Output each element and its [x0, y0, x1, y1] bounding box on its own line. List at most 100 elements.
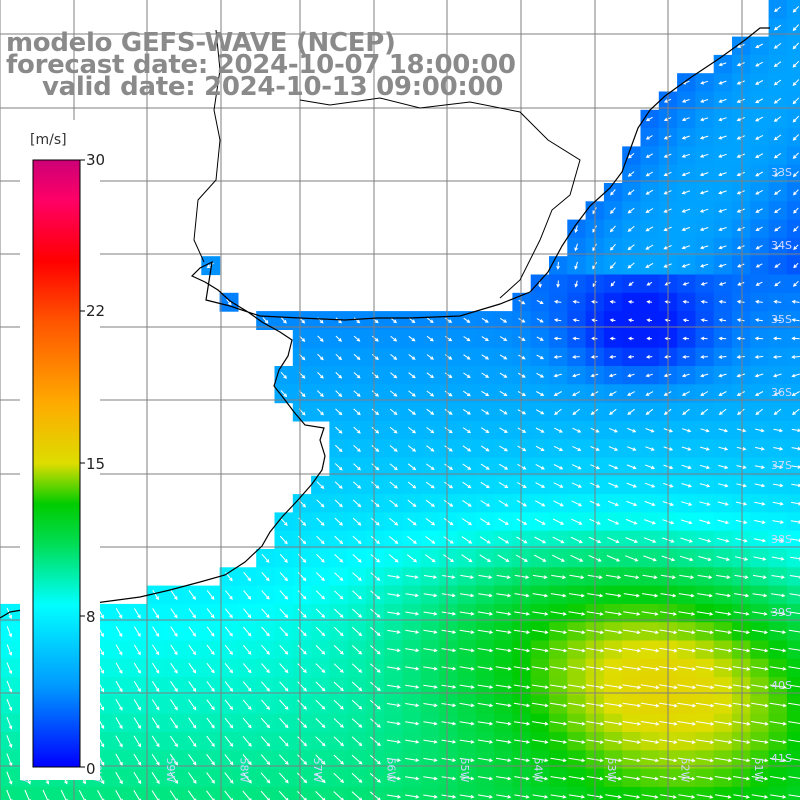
- wind-arrow: [718, 117, 727, 122]
- wind-arrow: [6, 771, 13, 785]
- wind-arrow: [243, 626, 252, 637]
- wind-arrow: [627, 336, 634, 341]
- wind-arrow: [718, 464, 729, 470]
- wind-arrow: [642, 593, 659, 598]
- wind-arrow: [788, 629, 800, 633]
- wind-arrow: [481, 409, 490, 415]
- wind-arrow: [517, 372, 526, 378]
- wind-arrow: [243, 608, 252, 619]
- wind-arrow: [681, 263, 691, 268]
- lon-label: 53W: [605, 758, 618, 783]
- wind-arrow: [718, 318, 727, 323]
- wind-arrow: [532, 776, 549, 781]
- wind-arrow: [42, 789, 50, 800]
- wind-arrow: [715, 611, 732, 616]
- wind-arrow: [495, 629, 512, 634]
- wind-cell: [786, 713, 800, 733]
- wind-arrow: [696, 629, 714, 635]
- wind-arrow: [445, 317, 453, 323]
- wind-arrow: [498, 463, 509, 470]
- wind-arrow: [423, 739, 438, 744]
- wind-arrow: [736, 116, 745, 122]
- wind-arrow: [604, 702, 623, 708]
- wind-arrow: [625, 555, 639, 562]
- wind-cell: [128, 786, 147, 800]
- wind-arrow: [773, 391, 782, 396]
- wind-arrow: [640, 647, 660, 653]
- wind-arrow: [572, 408, 581, 416]
- wind-arrow: [408, 390, 416, 397]
- wind-arrow: [169, 753, 178, 766]
- wind-arrow: [773, 79, 782, 86]
- wind-arrow: [187, 772, 197, 784]
- wind-cell: [73, 786, 93, 800]
- wind-arrow: [791, 336, 800, 341]
- wind-arrow: [736, 43, 745, 48]
- wind-arrow: [769, 666, 787, 671]
- wind-arrow: [569, 574, 585, 580]
- wind-arrow: [261, 626, 270, 637]
- wind-arrow: [369, 773, 382, 783]
- wind-arrow: [681, 208, 691, 213]
- wind-arrow: [370, 554, 381, 563]
- wind-cell: [292, 786, 312, 800]
- wind-arrow: [774, 281, 781, 287]
- wind-arrow: [513, 702, 531, 708]
- wind-arrow: [370, 626, 381, 637]
- wind-arrow: [556, 280, 560, 288]
- wind-arrow: [773, 318, 782, 322]
- wind-arrow: [133, 699, 141, 711]
- wind-arrow: [516, 482, 527, 488]
- wind-arrow: [405, 721, 420, 726]
- wind-arrow: [389, 463, 398, 471]
- wind-arrow: [335, 426, 343, 434]
- wind-arrow: [604, 721, 623, 726]
- wind-arrow: [496, 794, 512, 799]
- wind-arrow: [152, 608, 160, 619]
- wind-arrow: [407, 445, 417, 452]
- wind-arrow: [333, 681, 344, 692]
- wind-arrow: [334, 499, 343, 508]
- wind-arrow: [352, 535, 362, 545]
- wind-arrow: [736, 226, 745, 231]
- wind-arrow: [280, 390, 288, 398]
- wind-arrow: [371, 445, 380, 453]
- wind-arrow: [441, 794, 457, 799]
- wind-arrow: [734, 556, 749, 561]
- wind-arrow: [387, 648, 401, 653]
- wind-arrow: [550, 611, 567, 616]
- wind-arrow: [514, 593, 530, 598]
- wind-arrow: [462, 481, 472, 489]
- wind-arrow: [605, 593, 622, 598]
- wind-arrow: [206, 626, 215, 637]
- wind-arrow: [773, 134, 782, 141]
- wind-arrow: [769, 702, 787, 708]
- wind-arrow: [188, 681, 197, 692]
- wind-arrow: [498, 481, 509, 489]
- wind-arrow: [441, 611, 457, 616]
- wind-arrow: [751, 629, 768, 635]
- wind-arrow: [353, 353, 361, 361]
- wind-arrow: [352, 481, 362, 489]
- wind-cell: [329, 786, 349, 800]
- wind-arrow: [608, 391, 617, 396]
- wind-arrow: [459, 648, 475, 653]
- colorbar-tick-15: 15: [86, 455, 106, 473]
- wind-arrow: [770, 794, 787, 799]
- wind-arrow: [461, 536, 473, 544]
- wind-arrow: [170, 681, 178, 693]
- wind-arrow: [370, 645, 381, 655]
- wind-arrow: [641, 794, 659, 799]
- wind-arrow: [549, 684, 568, 690]
- wind-arrow: [478, 593, 493, 598]
- wind-arrow: [115, 771, 123, 785]
- wind-arrow: [481, 336, 490, 342]
- wind-arrow: [496, 757, 512, 763]
- wind-arrow: [497, 554, 510, 562]
- wind-arrow: [387, 575, 401, 579]
- wind-arrow: [297, 699, 307, 710]
- wind-arrow: [773, 152, 782, 159]
- wind-arrow: [572, 300, 580, 304]
- wind-arrow: [718, 263, 727, 268]
- wind-arrow: [568, 647, 586, 653]
